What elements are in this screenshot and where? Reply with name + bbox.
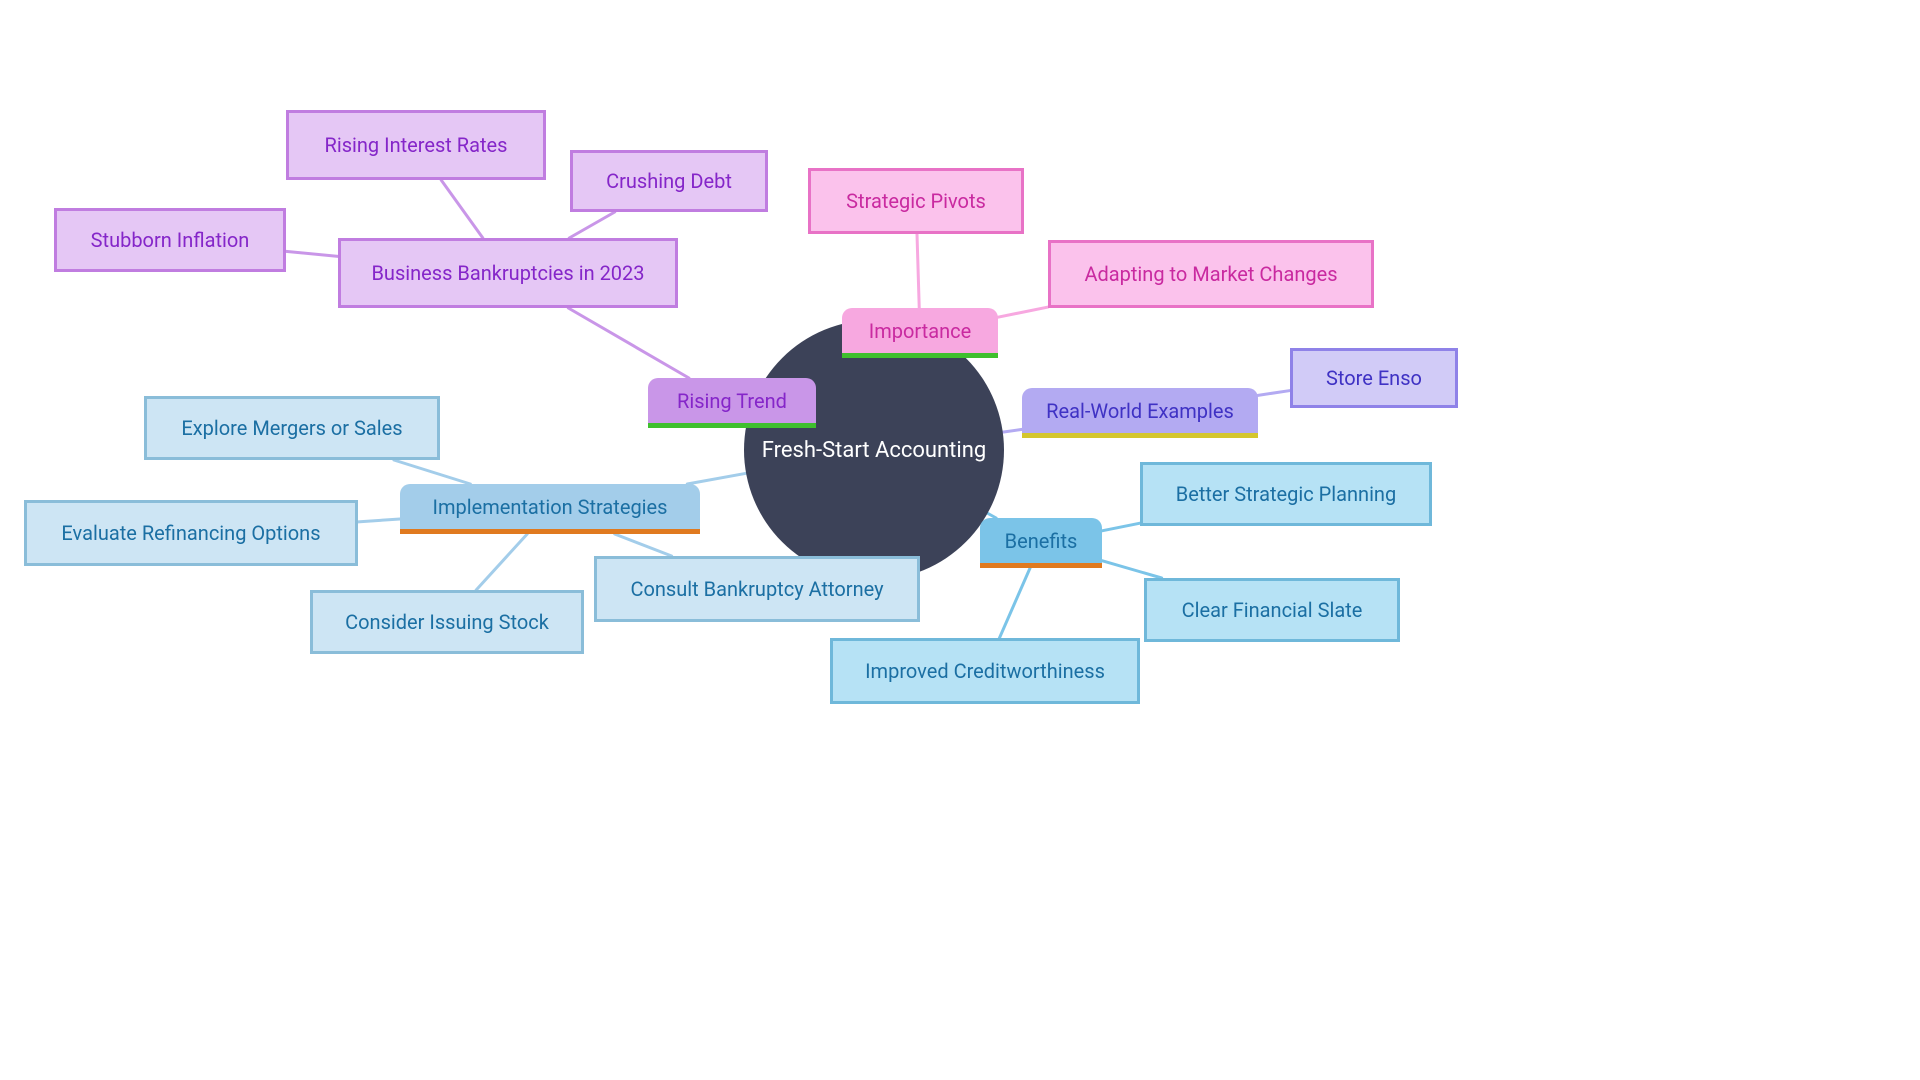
node-adapting: Adapting to Market Changes <box>1048 240 1374 308</box>
node-label: Adapting to Market Changes <box>1084 262 1337 286</box>
node-label: Evaluate Refinancing Options <box>61 521 320 545</box>
branch-benefits: Benefits <box>980 518 1102 568</box>
node-label: Consult Bankruptcy Attorney <box>630 577 883 601</box>
node-label: Crushing Debt <box>606 169 732 193</box>
node-rates: Rising Interest Rates <box>286 110 546 180</box>
branch-importance: Importance <box>842 308 998 358</box>
node-label: Store Enso <box>1326 366 1422 390</box>
node-mergers: Explore Mergers or Sales <box>144 396 440 460</box>
node-enso: Store Enso <box>1290 348 1458 408</box>
node-label: Consider Issuing Stock <box>345 610 549 634</box>
branch-impl: Implementation Strategies <box>400 484 700 534</box>
node-label: Rising Interest Rates <box>325 133 508 157</box>
branch-label: Real-World Examples <box>1046 399 1234 423</box>
node-label: Strategic Pivots <box>846 189 986 213</box>
node-inflation: Stubborn Inflation <box>54 208 286 272</box>
branch-examples: Real-World Examples <box>1022 388 1258 438</box>
node-credit: Improved Creditworthiness <box>830 638 1140 704</box>
node-label: Better Strategic Planning <box>1176 482 1396 506</box>
node-planning: Better Strategic Planning <box>1140 462 1432 526</box>
branch-label: Rising Trend <box>677 389 787 413</box>
node-attorney: Consult Bankruptcy Attorney <box>594 556 920 622</box>
branch-rising: Rising Trend <box>648 378 816 428</box>
branch-label: Importance <box>869 319 971 343</box>
branch-label: Benefits <box>1005 529 1078 553</box>
node-refi: Evaluate Refinancing Options <box>24 500 358 566</box>
node-label: Stubborn Inflation <box>91 228 250 252</box>
node-label: Explore Mergers or Sales <box>181 416 402 440</box>
center-node: Fresh-Start Accounting <box>744 320 1004 580</box>
branch-label: Implementation Strategies <box>433 495 668 519</box>
node-bb2023: Business Bankruptcies in 2023 <box>338 238 678 308</box>
center-label: Fresh-Start Accounting <box>762 438 986 463</box>
mindmap-canvas: Fresh-Start Accounting Rising Trend Busine… <box>0 0 1920 1080</box>
node-stock: Consider Issuing Stock <box>310 590 584 654</box>
node-label: Improved Creditworthiness <box>865 659 1105 683</box>
node-debt: Crushing Debt <box>570 150 768 212</box>
node-label: Business Bankruptcies in 2023 <box>371 261 644 285</box>
node-slate: Clear Financial Slate <box>1144 578 1400 642</box>
node-label: Clear Financial Slate <box>1182 598 1363 622</box>
node-pivots: Strategic Pivots <box>808 168 1024 234</box>
